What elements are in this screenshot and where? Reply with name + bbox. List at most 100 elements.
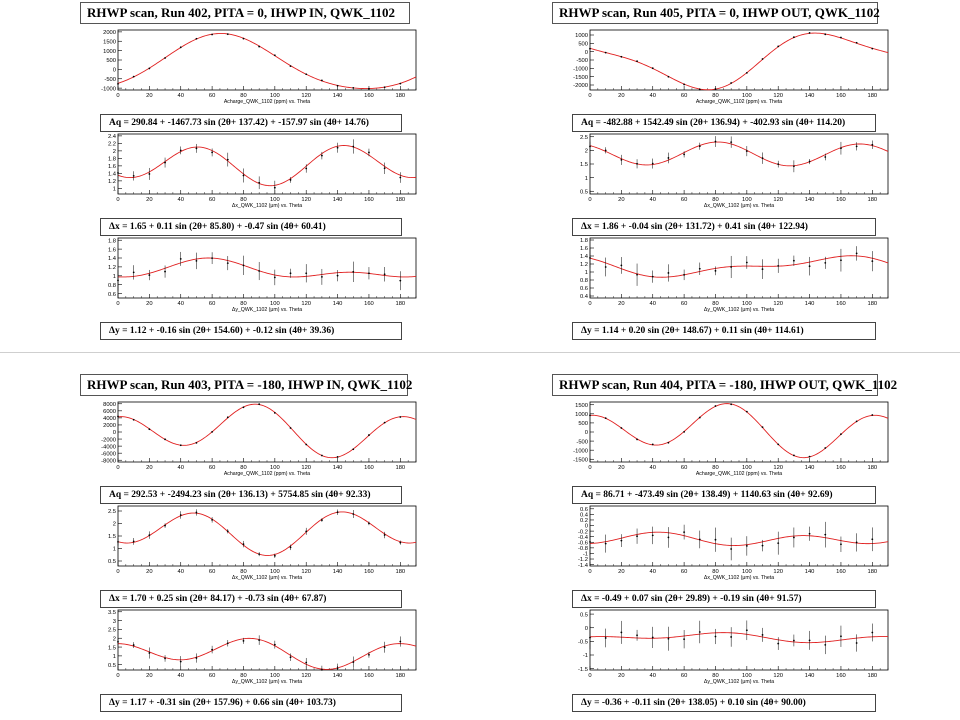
fit-curve (117, 257, 417, 278)
y-tick-label: 0 (113, 68, 116, 74)
y-tick-label: -500 (576, 439, 588, 445)
data-point (808, 265, 811, 268)
y-tick-label: -0.6 (578, 540, 588, 546)
data-point (211, 33, 214, 36)
data-point (824, 261, 827, 264)
data-point (258, 403, 261, 406)
x-tick-label: 80 (240, 569, 246, 575)
data-point (305, 530, 308, 533)
data-point (305, 272, 308, 275)
data-point (589, 145, 591, 148)
y-tick-label: 1 (113, 654, 116, 660)
plot-frame (117, 609, 417, 671)
x-tick-label: 80 (240, 673, 246, 679)
data-point (636, 535, 638, 538)
data-point (148, 428, 151, 431)
y-tick-label: 0.4 (580, 513, 589, 519)
data-point (195, 147, 198, 150)
data-point (195, 37, 198, 40)
plot-frame (589, 237, 889, 299)
fit-equation-box: Δx = 1.86 + -0.04 sin (2θ+ 131.72) + 0.4… (572, 218, 876, 236)
y-tick-label: -1.2 (578, 557, 588, 563)
fit-equation-box: Δy = 1.17 + -0.31 sin (2θ+ 157.96) + 0.6… (100, 694, 402, 712)
data-point (368, 434, 370, 436)
data-point (871, 143, 874, 146)
fit-equation-box: Aq = 290.84 + -1467.73 sin (2θ+ 137.42) … (100, 114, 402, 132)
data-point (777, 163, 780, 166)
data-point (777, 542, 780, 545)
x-axis-title: Acharge_QWK_1102 (ppm) vs. Theta (224, 471, 310, 477)
data-point (730, 548, 733, 550)
x-axis-title: Δx_QWK_1102 (μm) vs. Theta (704, 575, 774, 581)
y-tick-label: 2.5 (580, 135, 588, 141)
x-tick-label: 180 (395, 465, 405, 471)
fit-curve (589, 632, 889, 644)
data-point (855, 420, 858, 423)
y-tick-label: 1.6 (108, 247, 116, 253)
x-tick-label: 40 (178, 465, 184, 471)
data-point (589, 414, 591, 417)
data-point (226, 416, 229, 419)
data-point (179, 46, 182, 49)
data-point (273, 276, 276, 279)
data-point (855, 642, 858, 644)
data-point (148, 534, 151, 536)
y-tick-label: 500 (578, 42, 588, 48)
fit-equation-box: Δy = 1.14 + 0.20 sin (2θ+ 148.67) + 0.11… (572, 322, 876, 340)
data-point (399, 82, 402, 85)
y-tick-label: 0.5 (108, 663, 116, 669)
y-tick-label: 1 (113, 187, 116, 193)
data-point (368, 653, 370, 656)
fit-curve (117, 145, 417, 187)
x-axis-title: Acharge_QWK_1102 (ppm) vs. Theta (696, 99, 782, 105)
data-point (117, 415, 119, 418)
y-tick-label: 0.4 (580, 294, 589, 300)
y-tick-label: 1 (585, 270, 588, 276)
x-tick-label: 0 (116, 465, 119, 471)
y-tick-label: -2000 (101, 437, 116, 443)
y-tick-label: 0.8 (108, 283, 116, 289)
data-point (714, 140, 717, 143)
y-tick-label: 2.4 (108, 134, 117, 140)
fit-curve (589, 531, 889, 546)
x-tick-label: 80 (240, 197, 246, 203)
data-point (604, 542, 607, 545)
y-tick-label: -1 (583, 653, 588, 659)
plot-0-1: 2.4 2.22 1.81.6 1.41.2 10 20 40 60 80 100 120 140 16… (108, 133, 417, 209)
x-tick-label: 80 (712, 301, 718, 307)
data-point (808, 639, 811, 642)
data-point (667, 536, 670, 539)
data-point (117, 540, 119, 543)
data-point (871, 631, 874, 634)
data-point (604, 149, 607, 152)
data-point (667, 157, 670, 159)
x-tick-label: 40 (650, 673, 656, 679)
data-point (226, 642, 229, 645)
data-point (698, 267, 701, 270)
x-tick-label: 180 (395, 301, 405, 307)
x-tick-label: 20 (146, 465, 152, 471)
data-point (761, 544, 764, 547)
x-tick-label: 120 (773, 93, 783, 99)
plot-3-2: 0.50-0.5-1-1.50 20 40 60 80 100 120 140 160 180Δy… (578, 609, 889, 685)
x-tick-label: 0 (588, 465, 591, 471)
y-tick-label: -1.5 (578, 667, 588, 673)
data-point (399, 640, 402, 643)
y-tick-label: 1.6 (108, 164, 116, 170)
data-point (792, 536, 795, 539)
data-point (242, 543, 245, 546)
data-point (761, 58, 764, 60)
data-point (636, 273, 638, 276)
x-tick-label: 80 (712, 673, 718, 679)
data-point (761, 633, 764, 636)
data-point (840, 36, 842, 39)
data-point (651, 443, 654, 446)
fit-equation-box: Aq = 86.71 + -473.49 sin (2θ+ 138.49) + … (572, 486, 876, 504)
y-tick-label: 0.6 (580, 507, 588, 513)
data-point (714, 635, 717, 638)
data-point (651, 275, 654, 278)
x-tick-label: 140 (333, 569, 343, 575)
data-point (777, 45, 780, 48)
data-point (336, 511, 339, 514)
plot-0-2: 1.8 1.6 1.4 1.2 1 0.8 0.60 20 40 60 80 100 120 140 160… (108, 237, 417, 313)
